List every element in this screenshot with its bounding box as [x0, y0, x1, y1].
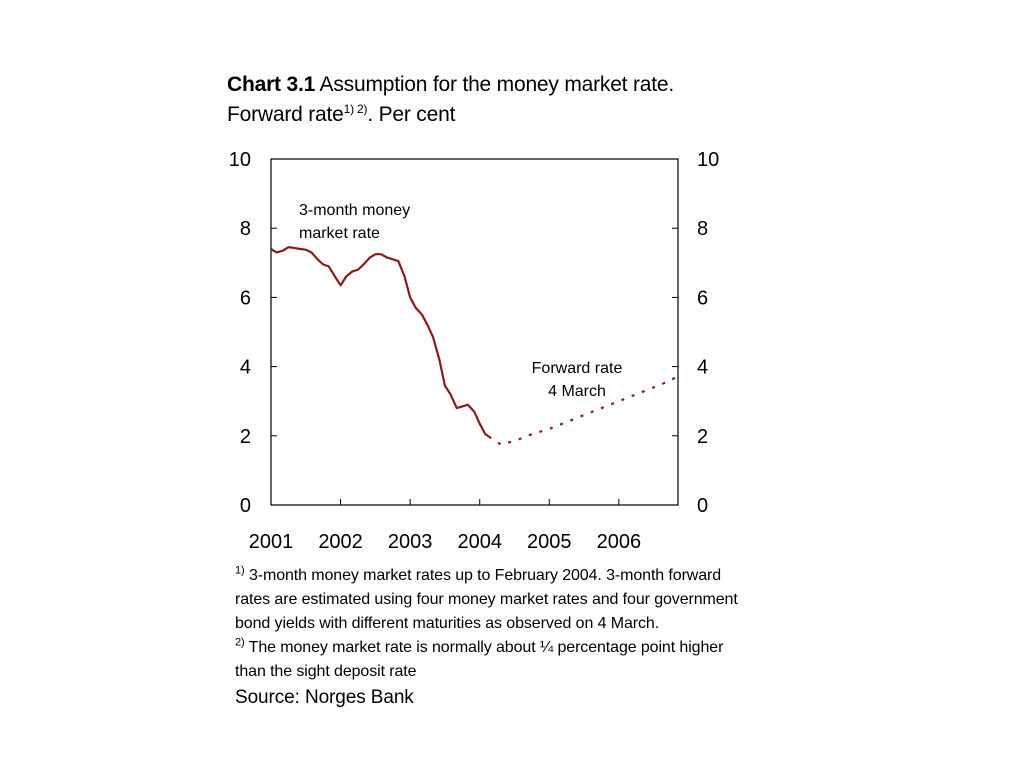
annotation-money-market-line2: market rate: [299, 225, 380, 242]
y-axis-ticks: 0 0 2 2 4 4 6 6 8 8 10 10: [229, 149, 720, 517]
chart-title-line1: Chart 3.1 Assumption for the money marke…: [227, 70, 787, 100]
x-tick-label: 2002: [318, 531, 363, 553]
y-tick-label-left: 0: [240, 495, 251, 517]
y-tick-label-left: 10: [229, 149, 251, 171]
footnote-1: 1) 3-month money market rates up to Febr…: [235, 564, 755, 636]
plot-frame: [270, 158, 679, 506]
series-line-forward-rate: [488, 374, 679, 446]
chart-subtitle-footnote-refs: 1) 2): [343, 102, 368, 116]
line-chart: 0 02 24 46 68 810 10 2001 2002 2003 2004 2005 2006 …: [229, 149, 720, 553]
series-line-money-market-rate: [270, 246, 490, 438]
y-tick-label-right: 2: [697, 426, 708, 448]
footnote-1-text: 3-month money market rates up to Februar…: [235, 567, 738, 632]
series-layer: [270, 246, 679, 446]
footnotes: 1) 3-month money market rates up to Febr…: [235, 564, 755, 712]
y-tick-label-right: 0: [697, 495, 708, 517]
chart-subtitle-unit: . Per cent: [367, 103, 456, 126]
x-tick-label: 2001: [249, 531, 294, 553]
chart-title-line2: Forward rate1) 2). Per cent: [227, 100, 787, 130]
y-tick-label-left: 4: [240, 357, 251, 379]
y-tick-label-right: 6: [697, 287, 708, 309]
y-tick-label-right: 8: [697, 218, 708, 240]
annotation-forward-rate-line2: 4 March: [548, 383, 606, 400]
x-tick-label: 2004: [457, 531, 502, 553]
chart-title: Chart 3.1 Assumption for the money marke…: [227, 70, 787, 130]
chart-number: Chart 3.1: [227, 73, 316, 96]
y-tick-label-right: 10: [697, 149, 719, 171]
chart-title-text: Assumption for the money market rate.: [315, 73, 675, 96]
y-tick-label-left: 2: [240, 426, 251, 448]
chart-subtitle-text: Forward rate: [227, 103, 344, 126]
x-tick-label: 2003: [388, 531, 433, 553]
source-note: Source: Norges Bank: [235, 687, 414, 708]
annotations-layer: 3-month money market rate Forward rate 4 Ma…: [299, 202, 622, 400]
y-tick-label-left: 8: [240, 218, 251, 240]
x-tick-label: 2005: [527, 531, 572, 553]
x-axis-ticks: 2001 2002 2003 2004 2005 2006: [249, 499, 641, 553]
annotation-money-market-line1: 3-month money: [299, 202, 410, 219]
y-tick-label-right: 4: [697, 357, 708, 379]
footnote-2-text: The money market rate is normally about …: [235, 639, 724, 680]
annotation-forward-rate-line1: Forward rate: [532, 360, 623, 377]
footnote-2-marker: 2): [235, 636, 245, 649]
y-tick-label-left: 6: [240, 287, 251, 309]
x-tick-label: 2006: [597, 531, 642, 553]
footnote-2: 2) The money market rate is normally abo…: [235, 636, 755, 684]
footnote-1-marker: 1): [235, 564, 245, 577]
